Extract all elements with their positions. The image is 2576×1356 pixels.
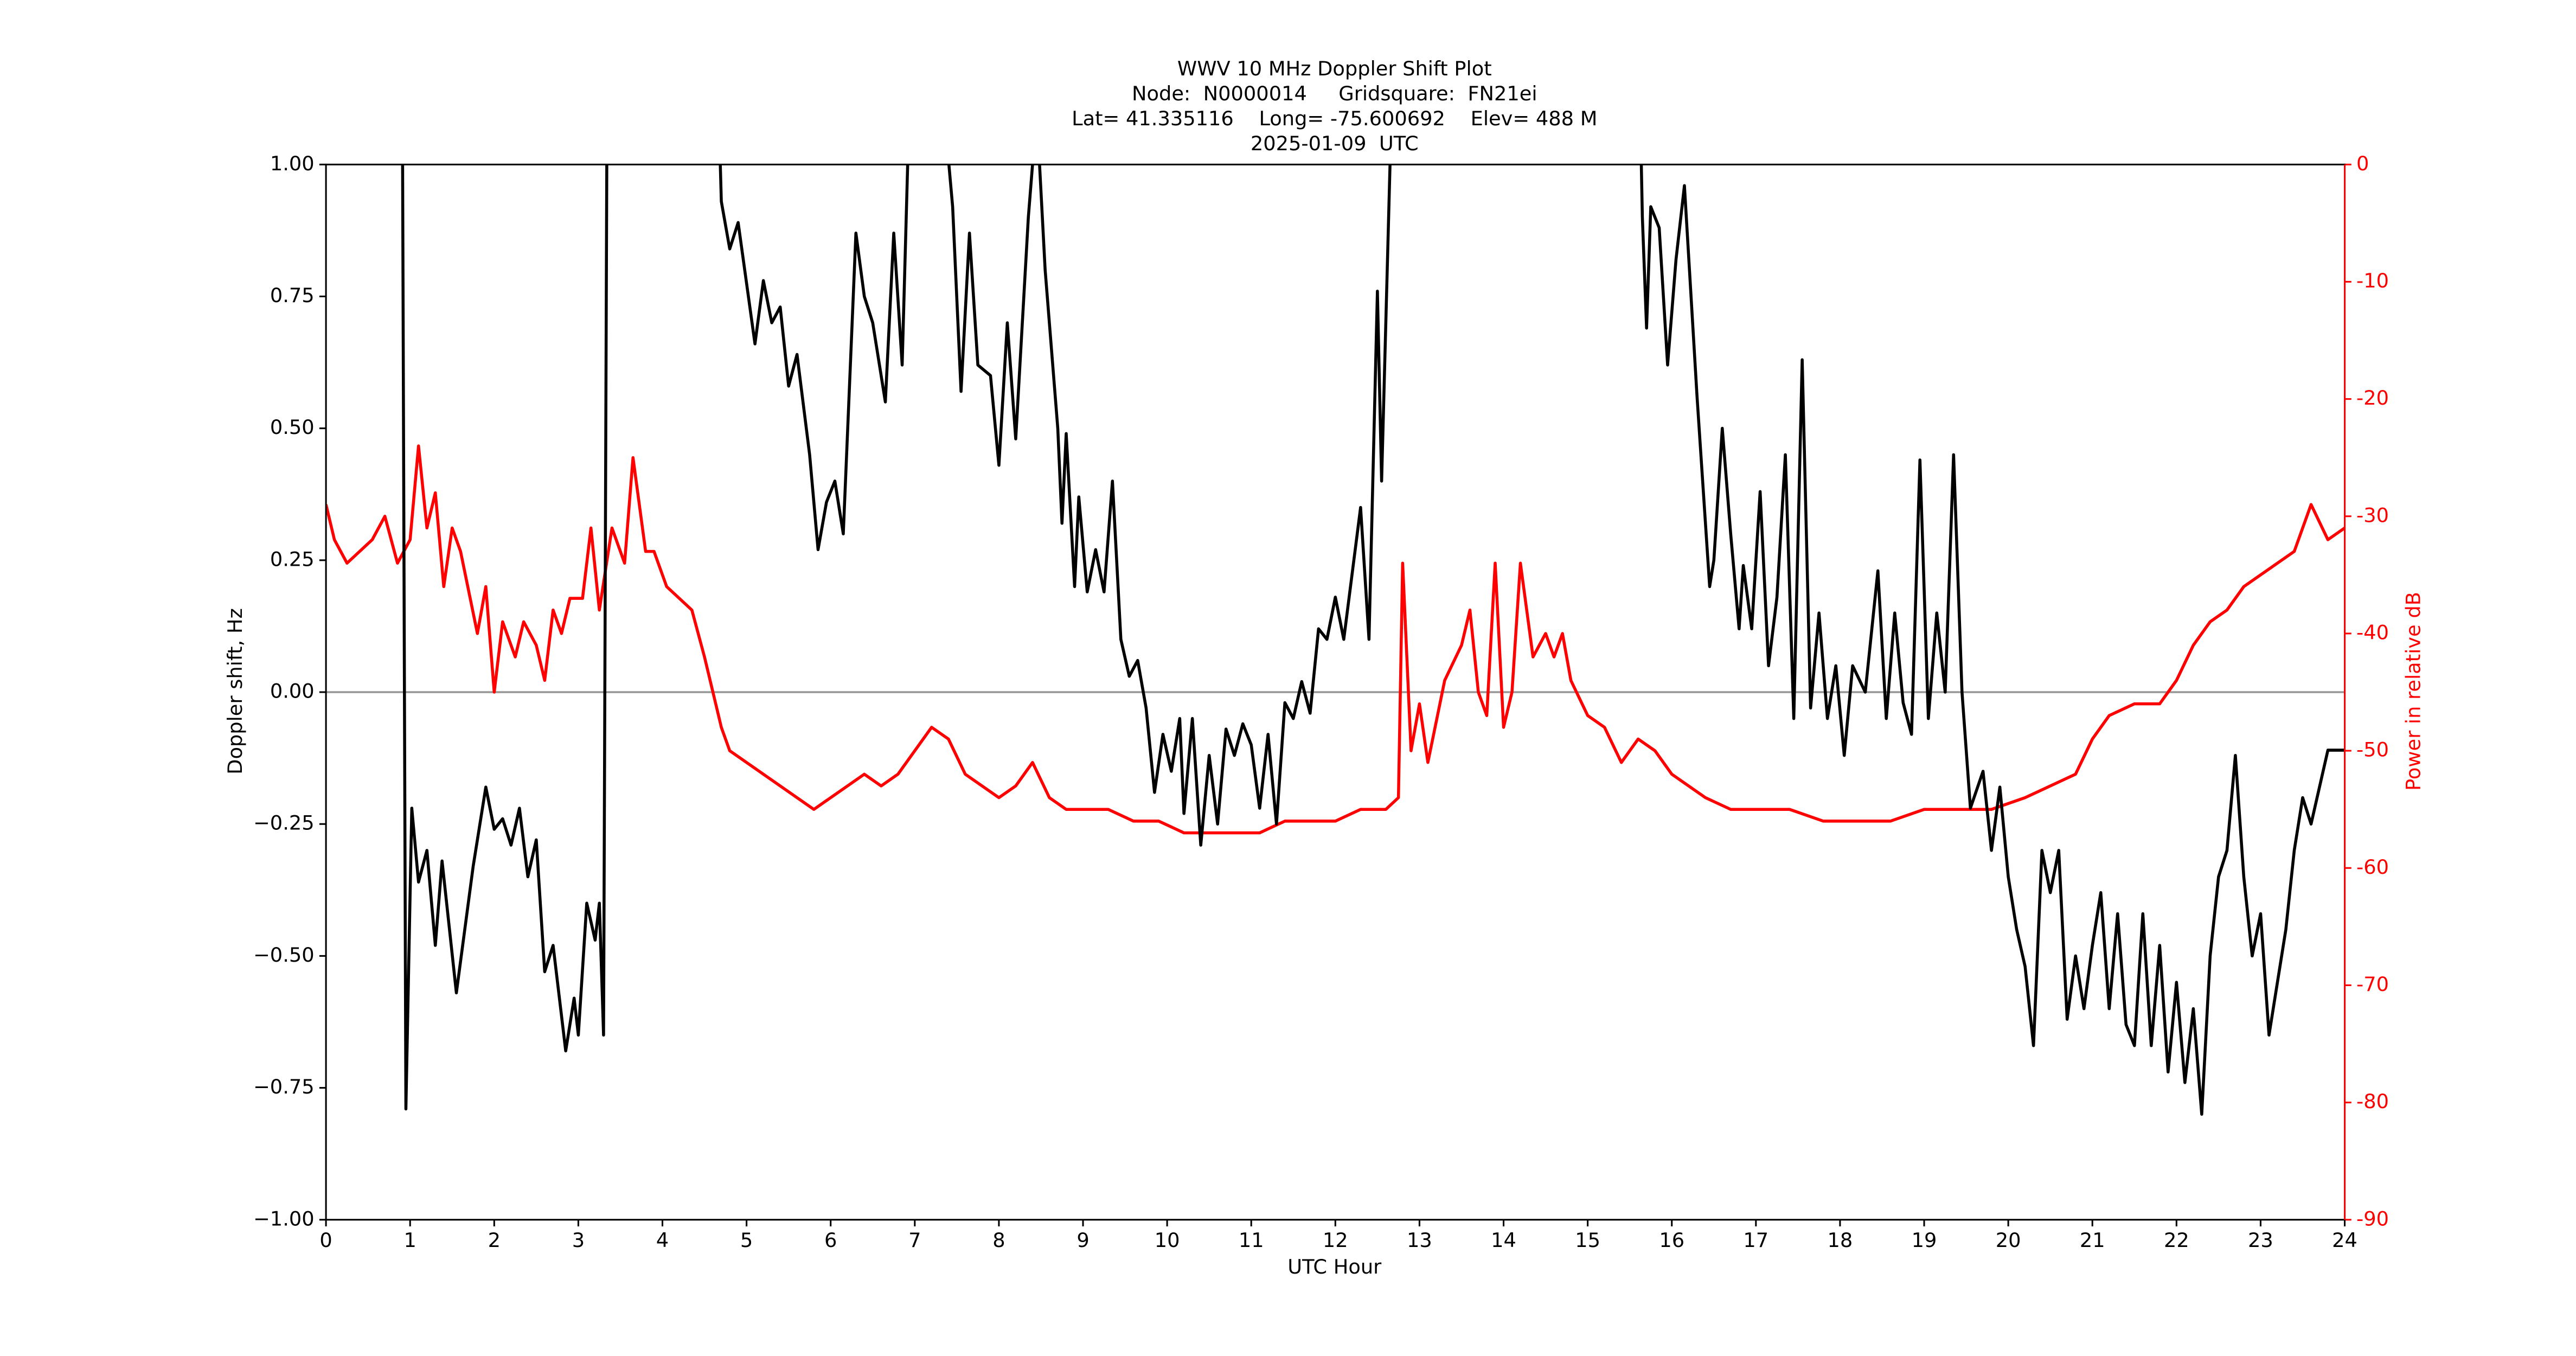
- x-tick-label: 8: [992, 1229, 1005, 1252]
- x-tick-label: 11: [1239, 1229, 1264, 1252]
- x-tick-label: 2: [488, 1229, 501, 1252]
- x-tick-label: 12: [1323, 1229, 1348, 1252]
- x-tick-label: 17: [1743, 1229, 1768, 1252]
- chart-title: 2025-01-09 UTC: [1251, 132, 1419, 155]
- x-tick-label: 16: [1659, 1229, 1684, 1252]
- x-tick-label: 22: [2164, 1229, 2189, 1252]
- y-tick-label: 1.00: [270, 152, 315, 175]
- x-tick-label: 23: [2248, 1229, 2273, 1252]
- y-tick-label: −0.75: [253, 1075, 315, 1098]
- series-line: [401, 164, 2345, 1116]
- x-tick-label: 7: [908, 1229, 921, 1252]
- x-tick-label: 5: [740, 1229, 753, 1252]
- plot-area: [326, 164, 2345, 1116]
- x-tick-label: 13: [1407, 1229, 1432, 1252]
- x-tick-label: 19: [1912, 1229, 1937, 1252]
- y2-tick-label: -70: [2356, 973, 2389, 996]
- series-line: [326, 444, 2345, 835]
- x-tick-label: 1: [404, 1229, 416, 1252]
- y-tick-label: 0.25: [270, 547, 315, 571]
- y-tick-label: −0.25: [253, 811, 315, 835]
- x-tick-label: 9: [1076, 1229, 1089, 1252]
- y2-tick-label: -50: [2356, 738, 2389, 762]
- x-axis-label: UTC Hour: [1287, 1255, 1382, 1278]
- x-tick-label: 0: [319, 1229, 332, 1252]
- chart-title: WWV 10 MHz Doppler Shift Plot: [1177, 57, 1492, 80]
- y2-tick-label: -90: [2356, 1207, 2389, 1230]
- chart-title: Lat= 41.335116 Long= -75.600692 Elev= 48…: [1072, 107, 1597, 130]
- y-axis-label: Doppler shift, Hz: [223, 608, 247, 775]
- y-tick-label: 0.75: [270, 284, 315, 307]
- y2-tick-label: 0: [2356, 152, 2369, 175]
- y2-tick-label: -80: [2356, 1090, 2389, 1113]
- y2-axis-label: Power in relative dB: [2402, 592, 2425, 791]
- y2-tick-label: -30: [2356, 503, 2389, 527]
- y2-tick-label: -10: [2356, 269, 2389, 292]
- chart-title: Node: N0000014 Gridsquare: FN21ei: [1132, 82, 1537, 105]
- x-tick-label: 14: [1491, 1229, 1516, 1252]
- y2-tick-label: -60: [2356, 855, 2389, 879]
- x-tick-label: 4: [656, 1229, 669, 1252]
- y-tick-label: 0.50: [270, 415, 315, 439]
- x-tick-label: 15: [1575, 1229, 1600, 1252]
- y-tick-label: −0.50: [253, 943, 315, 967]
- x-tick-label: 18: [1828, 1229, 1853, 1252]
- y2-tick-label: -20: [2356, 386, 2389, 410]
- x-tick-label: 24: [2332, 1229, 2357, 1252]
- x-tick-label: 10: [1155, 1229, 1180, 1252]
- x-tick-label: 20: [1996, 1229, 2021, 1252]
- x-tick-label: 6: [824, 1229, 837, 1252]
- y-tick-label: 0.00: [270, 680, 315, 703]
- x-tick-label: 21: [2080, 1229, 2105, 1252]
- y2-tick-label: -40: [2356, 621, 2389, 644]
- x-tick-label: 3: [572, 1229, 585, 1252]
- y-tick-label: −1.00: [253, 1207, 315, 1230]
